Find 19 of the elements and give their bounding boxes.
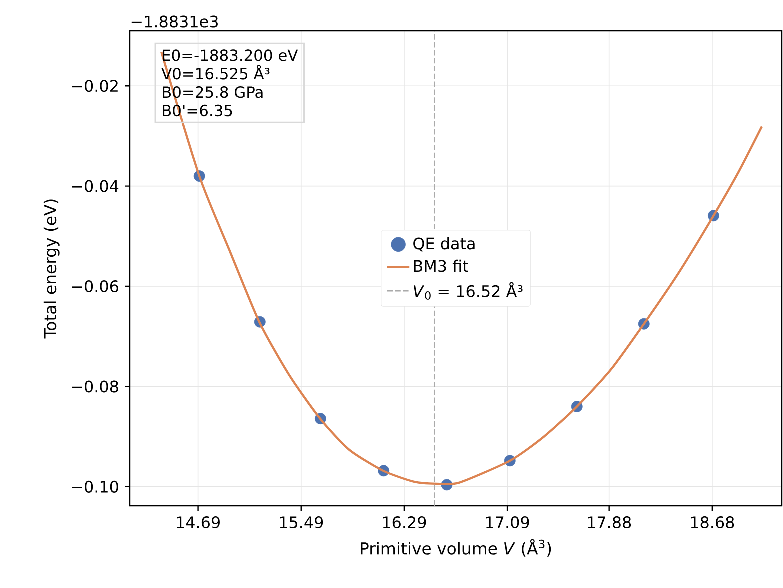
x-axis-title: Primitive volume V (Å$^{3}$)	[361, 539, 552, 557]
annotation: E0=-1883.200 eV	[163, 50, 298, 62]
y-tick-label: −0.06	[72, 280, 118, 293]
y-axis-title: Total energy (eV)	[44, 200, 60, 339]
legend-label: BM3 fit	[414, 260, 468, 272]
line-series	[160, 50, 764, 486]
x-tick-label: 15.49	[280, 516, 324, 529]
x-tick-label: 16.29	[383, 516, 426, 529]
y-tick-label: −0.04	[72, 180, 119, 192]
x-tick-label: 17.09	[486, 516, 530, 529]
y-tick-label: −0.02	[72, 80, 118, 92]
text: −1.8831e3	[132, 16, 218, 28]
x-tick-label: 17.88	[588, 516, 632, 529]
y-tick-label: −0.08	[72, 380, 118, 393]
x-tick-label: 18.68	[691, 516, 734, 529]
y-tick-label: −0.10	[72, 480, 118, 493]
legend-label: QE data	[414, 237, 475, 252]
x-tick-label: 14.69	[177, 516, 220, 529]
ref-line-label: V$_{0}$ = 16.52 Å³	[414, 282, 523, 300]
